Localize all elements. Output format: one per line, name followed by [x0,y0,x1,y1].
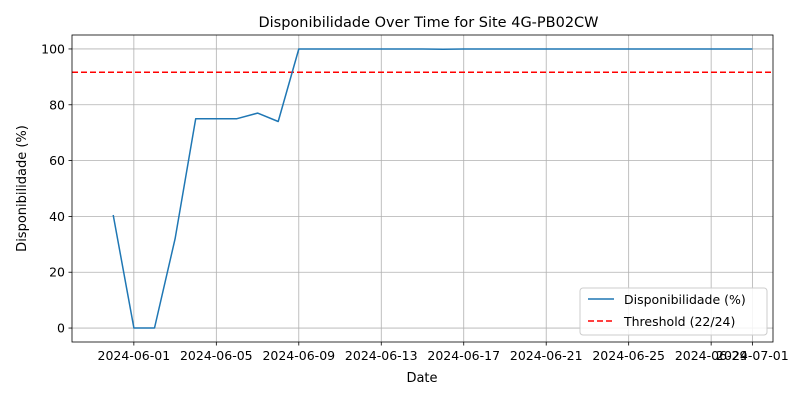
legend-series-label: Disponibilidade (%) [624,292,746,307]
chart-title: Disponibilidade Over Time for Site 4G-PB… [258,15,598,31]
x-tick-label: 2024-06-21 [510,348,583,363]
legend: Disponibilidade (%) Threshold (22/24) [579,287,768,336]
series-line [112,48,753,329]
x-tick-label: 2024-06-17 [427,348,500,363]
y-tick-label: 20 [49,265,65,280]
x-tick-label: 2024-06-05 [180,348,253,363]
series-layer [112,48,753,329]
x-tick-label: 2024-06-01 [98,348,171,363]
y-tick-label: 80 [49,97,65,112]
y-axis-ticks: 0 20 40 60 80 100 [41,41,72,336]
legend-threshold-label: Threshold (22/24) [623,314,735,329]
y-tick-label: 40 [49,209,65,224]
x-axis-ticks: 2024-06-01 2024-06-05 2024-06-09 2024-06-13… [98,342,789,363]
y-tick-label: 60 [49,153,65,168]
x-tick-label: 2024-06-25 [592,348,665,363]
y-tick-label: 0 [57,321,65,336]
x-tick-label: 2024-06-13 [345,348,418,363]
x-tick-label: 2024-06-09 [262,348,335,363]
x-tick-label: 2024-06-29 [675,348,748,363]
legend-box [579,287,768,336]
x-tick-label: 2024-07-01 [716,348,789,363]
x-axis-label: Date [406,371,437,386]
y-axis-label: Disponibilidade (%) [15,125,30,252]
plot-frame [71,34,774,343]
y-tick-label: 100 [41,41,65,56]
